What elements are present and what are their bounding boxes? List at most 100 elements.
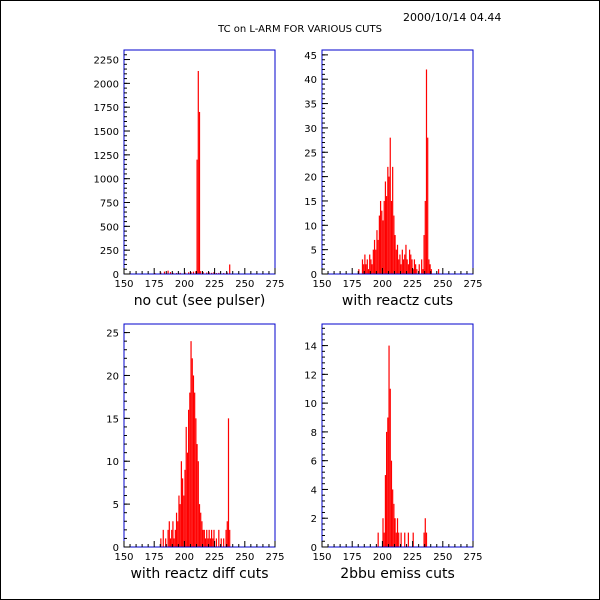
x-tick-label: 200 (373, 552, 392, 563)
histogram-bin (398, 259, 400, 274)
histogram-bin (218, 529, 220, 547)
histogram-bin (408, 249, 411, 274)
histogram-bin (387, 166, 389, 274)
y-tick-label: 5 (113, 500, 119, 511)
histogram-bin (415, 264, 417, 274)
histogram-bin (206, 529, 208, 547)
histogram-bin (427, 137, 429, 274)
y-tick-label: 20 (106, 371, 119, 382)
plot-frame (321, 323, 474, 548)
y-tick-label: 2000 (94, 79, 119, 90)
x-tick-label: 150 (114, 279, 133, 290)
histogram-bin (203, 529, 205, 547)
histogram-bin (208, 272, 210, 274)
histogram-bin (173, 538, 175, 547)
y-tick-label: 20 (304, 173, 317, 184)
histogram-bin (390, 460, 393, 547)
x-tick-label: 200 (373, 279, 392, 290)
y-tick-label: 30 (304, 124, 317, 135)
main-title: TC on L-ARM FOR VARIOUS CUTS (218, 24, 382, 35)
histogram-panel-2: 150 175 200 225 250 275 0 5 10 15 20 25 30 35 40 45 with… (304, 49, 483, 309)
x-tick-label: 175 (343, 279, 362, 290)
histogram-bin (192, 375, 195, 547)
x-tick-label: 275 (463, 279, 482, 290)
histogram-bin (437, 269, 440, 274)
histogram-bin (202, 529, 204, 547)
histogram-bin (364, 254, 366, 274)
histogram-bin (177, 521, 179, 547)
y-tick-label: 250 (100, 246, 119, 257)
histogram-bin (394, 235, 396, 274)
panel-subtitle: no cut (see pulser) (134, 293, 266, 309)
histogram-bin (175, 512, 178, 547)
histogram-bin (366, 259, 368, 274)
histogram-bin (384, 475, 387, 547)
histogram-bin (422, 269, 424, 274)
histogram-bin (188, 409, 190, 547)
panel-subtitle: 2bbu emiss cuts (340, 566, 455, 582)
histogram-bin (367, 269, 370, 274)
histogram-bin (396, 518, 399, 547)
histogram-bin (358, 269, 360, 274)
histogram-bin (169, 272, 172, 274)
histogram-bin (160, 538, 162, 547)
y-tick-label: 10 (106, 457, 119, 468)
histogram-bin (171, 529, 173, 547)
histogram-bin (418, 264, 420, 274)
histogram-bin (393, 503, 395, 547)
histogram-bin (215, 538, 218, 547)
histogram-bin (165, 538, 167, 547)
histogram-bin (384, 181, 387, 274)
histogram-bin (174, 529, 176, 547)
y-tick-label: 1500 (94, 127, 119, 138)
histogram-panel-1: 150 175 200 225 250 275 0 250 500 750 1000 1250 1500… (94, 49, 285, 309)
histogram-bin (416, 269, 418, 274)
histogram-bin (407, 532, 409, 547)
histogram-bin (225, 529, 227, 547)
histogram-bin (421, 259, 423, 274)
y-tick-label: 15 (304, 197, 317, 208)
histogram-bin (218, 272, 220, 274)
histogram-bin (398, 532, 400, 547)
x-tick-label: 250 (433, 279, 452, 290)
histogram-bin (371, 264, 373, 274)
x-tick-label: 225 (205, 279, 224, 290)
panel-subtitle: with reactz cuts (342, 293, 453, 309)
histogram-bin (400, 532, 402, 547)
histogram-bin (372, 249, 374, 274)
histogram-bin (404, 532, 406, 547)
x-tick-label: 275 (265, 552, 284, 563)
histogram-bin (411, 259, 413, 274)
histogram-bin (381, 210, 383, 274)
histogram-bin (401, 249, 403, 274)
histogram-bin (375, 249, 377, 274)
panel-subtitle: with reactz diff cuts (130, 566, 268, 582)
histogram-bin (423, 532, 425, 547)
histogram-bin (395, 249, 397, 274)
histogram-bin (160, 272, 162, 274)
histogram-bin (373, 239, 376, 274)
histogram-bin (425, 69, 428, 274)
histogram-bin (396, 244, 399, 274)
x-tick-label: 150 (312, 552, 331, 563)
x-tick-label: 250 (433, 552, 452, 563)
histogram-bin (386, 431, 388, 547)
y-tick-label: 40 (304, 75, 317, 86)
histogram-bin (169, 538, 172, 547)
y-tick-label: 6 (311, 457, 317, 468)
histogram-bin (383, 200, 385, 274)
histogram-bin (388, 176, 390, 274)
y-tick-label: 25 (304, 148, 317, 159)
histogram-bin (183, 495, 185, 547)
histogram-bin (178, 495, 180, 547)
histogram-bin (386, 196, 388, 274)
histogram-bin (376, 230, 378, 274)
y-tick-label: 25 (106, 329, 119, 340)
histogram-bin (363, 264, 365, 274)
histogram-bin (392, 489, 394, 547)
y-tick-label: 14 (304, 342, 317, 353)
histogram-panel-4: 150 175 200 225 250 275 0 2 4 6 8 10 12 14 2bbu emiss … (304, 323, 483, 582)
histogram-bin (402, 259, 405, 274)
histogram-bin (425, 532, 428, 547)
